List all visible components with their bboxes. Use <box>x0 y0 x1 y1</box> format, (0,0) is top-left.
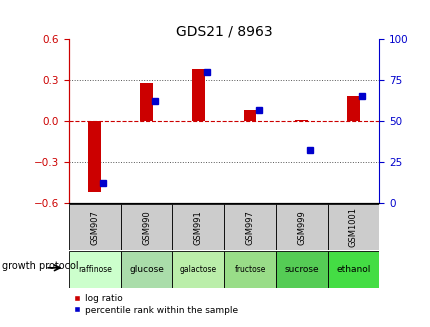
Bar <box>140 83 153 121</box>
Text: GSM907: GSM907 <box>90 210 99 245</box>
Legend: log ratio, percentile rank within the sample: log ratio, percentile rank within the sa… <box>73 294 238 315</box>
Text: GSM1001: GSM1001 <box>348 207 357 247</box>
Bar <box>327 204 378 250</box>
Bar <box>275 204 327 250</box>
Bar <box>172 204 224 250</box>
Text: glucose: glucose <box>129 265 163 274</box>
Text: sucrose: sucrose <box>284 265 318 274</box>
Text: GSM991: GSM991 <box>194 210 202 245</box>
Bar <box>69 251 120 288</box>
Text: fructose: fructose <box>234 265 265 274</box>
Bar <box>295 120 307 121</box>
Text: raffinose: raffinose <box>78 265 111 274</box>
Text: GSM999: GSM999 <box>297 210 305 245</box>
Bar <box>172 251 224 288</box>
Bar <box>120 204 172 250</box>
Title: GDS21 / 8963: GDS21 / 8963 <box>175 24 272 38</box>
Bar <box>327 251 378 288</box>
Bar <box>346 96 359 121</box>
Bar <box>88 121 101 192</box>
Bar <box>275 251 327 288</box>
Text: growth protocol: growth protocol <box>2 261 79 271</box>
Bar <box>69 204 120 250</box>
Text: ethanol: ethanol <box>335 265 370 274</box>
Bar <box>224 204 275 250</box>
Bar <box>191 69 204 121</box>
Text: GSM990: GSM990 <box>142 210 150 245</box>
Bar <box>243 110 256 121</box>
Text: galactose: galactose <box>179 265 216 274</box>
Bar <box>120 251 172 288</box>
Text: GSM997: GSM997 <box>245 210 254 245</box>
Bar <box>224 251 275 288</box>
